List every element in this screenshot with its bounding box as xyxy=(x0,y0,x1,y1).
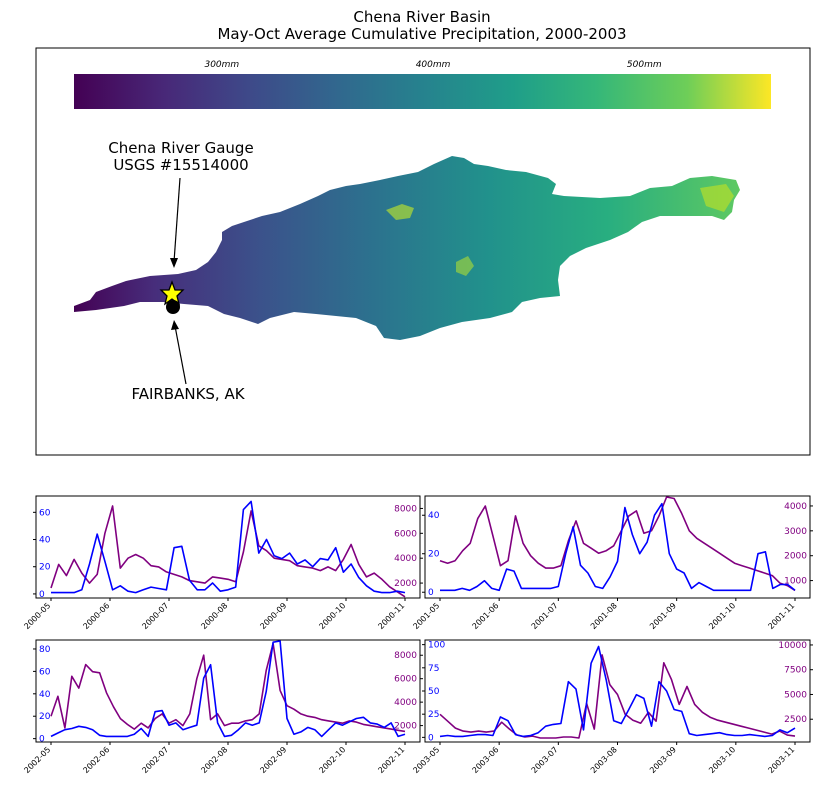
x-tick-label: 2000-11 xyxy=(376,601,406,631)
gauge-arrow xyxy=(170,177,181,268)
x-tick-label: 2001-10 xyxy=(707,601,737,631)
x-tick-label: 2000-07 xyxy=(140,601,170,631)
precip-series-line xyxy=(439,645,796,738)
x-tick-label: 2003-07 xyxy=(530,745,560,775)
x-tick-label: 2001-11 xyxy=(766,601,796,631)
right-tick-label: 4000 xyxy=(394,554,417,564)
right-tick-label: 6000 xyxy=(394,529,417,539)
right-tick-label: 1000 xyxy=(784,577,807,587)
x-tick-label: 2001-06 xyxy=(471,601,501,631)
basin-high-precip-patch xyxy=(386,204,414,220)
right-tick-label: 4000 xyxy=(784,502,807,512)
left-tick-label: 80 xyxy=(39,645,51,655)
colorbar-tick-label: 400mm xyxy=(416,60,451,70)
panel-frame xyxy=(35,639,421,743)
precip-series-line xyxy=(440,502,796,592)
timeseries-panel-2000: 2000-05 2000-06 2000-07 2000-08 2000-09 2000-… xyxy=(22,495,423,631)
x-tick-label: 2002-09 xyxy=(258,745,288,775)
left-tick-label: 50 xyxy=(428,687,440,697)
x-tick-label: 2001-08 xyxy=(589,601,619,631)
left-tick-label: 25 xyxy=(428,710,439,720)
left-tick-label: 0 xyxy=(39,590,45,600)
right-tick-label: 8000 xyxy=(394,651,417,661)
flow-series-line xyxy=(50,642,406,733)
flow-series-line xyxy=(439,496,796,592)
panel-frame xyxy=(424,639,811,743)
right-tick-label: 3000 xyxy=(784,527,807,537)
left-tick-label: 40 xyxy=(39,690,51,700)
basin-high-precip-patch xyxy=(700,184,734,212)
figure-title-line1: Chena River Basin xyxy=(353,8,490,26)
left-tick-label: 60 xyxy=(39,667,51,677)
colorbar xyxy=(74,74,771,109)
x-tick-label: 2000-06 xyxy=(81,601,111,631)
left-tick-label: 75 xyxy=(428,664,439,674)
left-tick-label: 0 xyxy=(39,735,45,745)
x-tick-label: 2002-10 xyxy=(317,745,347,775)
x-tick-label: 2002-05 xyxy=(22,745,52,775)
flow-series-line xyxy=(439,654,796,739)
x-tick-label: 2000-08 xyxy=(199,601,229,631)
precip-flow-timeseries-grid: 2000-05 2000-06 2000-07 2000-08 2000-09 2000-… xyxy=(22,495,813,775)
x-tick-label: 2002-11 xyxy=(376,745,406,775)
right-tick-label: 4000 xyxy=(394,698,417,708)
panel-frame xyxy=(35,495,421,599)
x-tick-label: 2003-08 xyxy=(589,745,619,775)
right-tick-label: 6000 xyxy=(394,675,417,685)
left-tick-label: 20 xyxy=(39,712,51,722)
map-panel: 300mm 400mm 500mm Chena River Gauge USGS #… xyxy=(35,47,811,456)
left-tick-label: 20 xyxy=(428,550,440,560)
x-tick-label: 2002-07 xyxy=(140,745,170,775)
right-tick-label: 5000 xyxy=(784,690,807,700)
x-tick-label: 2003-10 xyxy=(707,745,737,775)
colorbar-tick-label: 500mm xyxy=(627,60,662,70)
x-tick-label: 2003-05 xyxy=(411,745,441,775)
right-tick-label: 2000 xyxy=(784,552,807,562)
left-tick-label: 40 xyxy=(39,536,51,546)
x-tick-label: 2003-11 xyxy=(766,745,796,775)
right-tick-label: 7500 xyxy=(784,666,807,676)
x-tick-label: 2000-09 xyxy=(258,601,288,631)
x-tick-label: 2001-07 xyxy=(530,601,560,631)
precip-series-line xyxy=(51,500,406,594)
city-label: FAIRBANKS, AK xyxy=(131,385,245,403)
timeseries-panel-2003: 2003-05 2003-06 2003-07 2003-08 2003-09 2003-… xyxy=(411,639,813,775)
timeseries-panel-2001: 2001-05 2001-06 2001-07 2001-08 2001-09 2001-… xyxy=(411,495,813,631)
right-tick-label: 2000 xyxy=(394,579,417,589)
x-tick-label: 2002-06 xyxy=(81,745,111,775)
x-tick-label: 2003-06 xyxy=(471,745,501,775)
left-tick-label: 0 xyxy=(428,588,434,598)
x-tick-label: 2000-10 xyxy=(317,601,347,631)
right-tick-label: 2000 xyxy=(394,722,417,732)
figure-title-line2: May-Oct Average Cumulative Precipitation… xyxy=(217,25,626,43)
left-tick-label: 60 xyxy=(39,508,51,518)
left-tick-label: 100 xyxy=(428,641,445,651)
gauge-label-line1: Chena River Gauge xyxy=(108,139,253,157)
x-tick-label: 2002-08 xyxy=(199,745,229,775)
x-tick-label: 2001-09 xyxy=(648,601,678,631)
timeseries-panel-2002: 2002-05 2002-06 2002-07 2002-08 2002-09 2002-… xyxy=(22,639,423,775)
colorbar-tick-label: 300mm xyxy=(204,60,239,70)
panel-frame xyxy=(424,495,811,599)
colorbar-ticks: 300mm 400mm 500mm xyxy=(204,60,661,70)
right-tick-label: 8000 xyxy=(394,504,417,514)
x-tick-label: 2000-05 xyxy=(22,601,52,631)
filled-circle-icon xyxy=(166,300,180,314)
basin-high-precip-patch xyxy=(456,256,474,276)
x-tick-label: 2003-09 xyxy=(648,745,678,775)
city-arrow xyxy=(171,320,187,385)
precip-series-line xyxy=(50,640,406,738)
left-tick-label: 0 xyxy=(428,733,434,743)
flow-series-line xyxy=(50,505,406,598)
gauge-label-line2: USGS #15514000 xyxy=(113,156,248,174)
right-tick-label: 10000 xyxy=(778,641,807,651)
left-tick-label: 40 xyxy=(428,511,440,521)
basin-precip-raster xyxy=(74,156,740,340)
left-tick-label: 20 xyxy=(39,563,51,573)
star-icon xyxy=(159,280,185,306)
x-tick-label: 2001-05 xyxy=(411,601,441,631)
right-tick-label: 2500 xyxy=(784,715,807,725)
